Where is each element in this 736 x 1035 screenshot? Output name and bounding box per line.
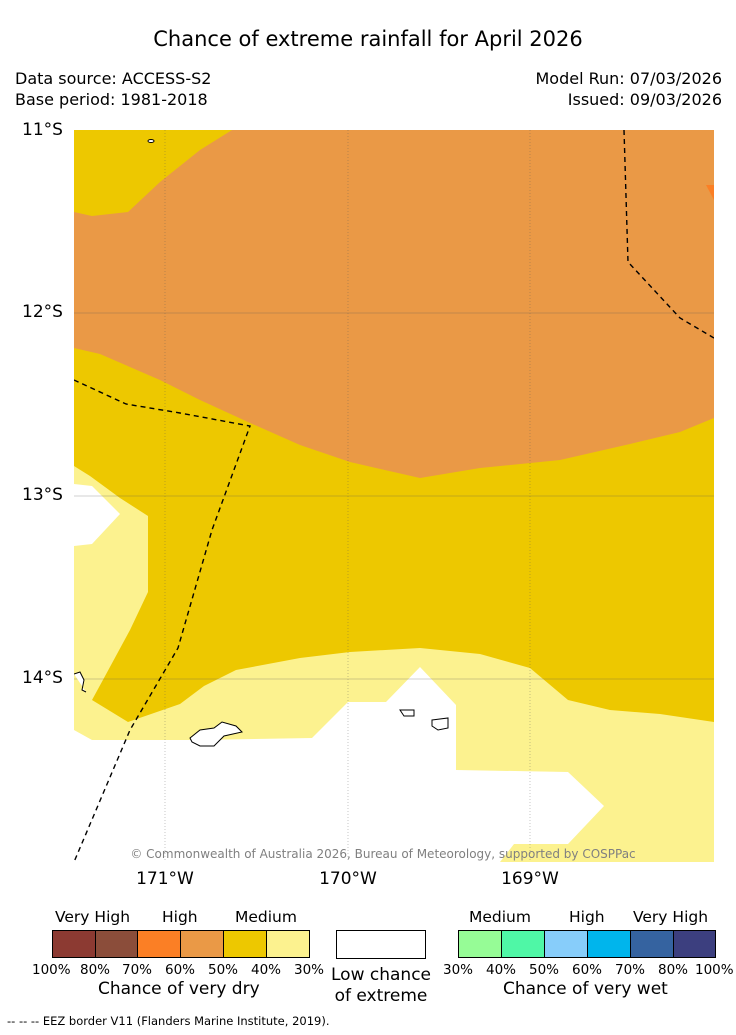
dry-pct-label: 40%: [251, 962, 282, 978]
base-period: Base period: 1981-2018: [15, 90, 208, 109]
no-signal-region-south: [74, 667, 604, 862]
wet-legend-high: High: [569, 908, 605, 926]
source-info: Data source: ACCESS-S2 Base period: 1981…: [15, 68, 211, 110]
wet-legend-caption: Chance of very wet: [503, 979, 668, 999]
dry-pct-label: 80%: [80, 962, 111, 978]
wet-swatch: [587, 930, 631, 958]
page-title: Chance of extreme rainfall for April 202…: [153, 27, 583, 51]
wet-legend-medium: Medium: [469, 908, 531, 926]
issued-date: Issued: 09/03/2026: [567, 90, 722, 109]
very-high-dry-region: [706, 185, 714, 200]
wet-pct-label: 40%: [486, 962, 517, 978]
dry-legend-caption: Chance of very dry: [98, 979, 260, 999]
run-info: Model Run: 07/03/2026 Issued: 09/03/2026: [536, 68, 723, 110]
eez-border-lines: [74, 130, 714, 862]
dry-legend-very-high: Very High: [55, 908, 131, 926]
dry-swatch: [266, 930, 310, 958]
wet-pct-label: 80%: [658, 962, 689, 978]
wet-pct-label: 50%: [529, 962, 560, 978]
dry-pct-label: 60%: [165, 962, 196, 978]
dry-pct-label: 100%: [32, 962, 71, 978]
low-chance-label: Low chance of extreme: [326, 965, 436, 1007]
medium-dry-region-north: [74, 130, 232, 216]
low-chance-line1: Low chance: [331, 965, 431, 985]
dry-swatch: [180, 930, 224, 958]
wet-pct-label: 60%: [572, 962, 603, 978]
data-source: Data source: ACCESS-S2: [15, 69, 212, 88]
longitude-label: 170°W: [319, 869, 377, 889]
copyright-notice: © Commonwealth of Australia 2026, Bureau…: [130, 847, 636, 861]
wet-legend-very-high: Very High: [633, 908, 709, 926]
latitude-label: 12°S: [22, 302, 63, 322]
dry-pct-label: 50%: [208, 962, 239, 978]
low-chance-swatch: [336, 930, 426, 959]
wet-swatch: [458, 930, 502, 958]
dry-legend-medium: Medium: [235, 908, 297, 926]
dry-swatch: [95, 930, 138, 958]
eez-footnote: -- -- -- EEZ border V11 (Flanders Marine…: [7, 1014, 330, 1028]
wet-swatch: [630, 930, 674, 958]
low-chance-line2: of extreme: [334, 986, 428, 1006]
dry-swatch: [223, 930, 267, 958]
dry-legend-high: High: [162, 908, 198, 926]
dry-pct-label: 70%: [122, 962, 153, 978]
model-run: Model Run: 07/03/2026: [535, 69, 723, 88]
wet-pct-label: 100%: [695, 962, 734, 978]
longitude-label: 169°W: [501, 869, 559, 889]
wet-swatch: [501, 930, 545, 958]
dry-swatch: [137, 930, 181, 958]
islands: [74, 139, 449, 747]
wet-pct-label: 30%: [443, 962, 474, 978]
rainfall-map: [74, 130, 714, 862]
wet-swatch: [673, 930, 716, 958]
grid-lines: [74, 130, 714, 862]
no-signal-region-west: [74, 484, 120, 546]
longitude-label: 171°W: [136, 869, 194, 889]
dry-pct-label: 30%: [294, 962, 325, 978]
wet-swatch: [544, 930, 588, 958]
latitude-label: 11°S: [22, 120, 63, 140]
latitude-label: 14°S: [22, 668, 63, 688]
wet-pct-label: 70%: [615, 962, 646, 978]
latitude-label: 13°S: [22, 485, 63, 505]
dry-swatch: [52, 930, 96, 958]
